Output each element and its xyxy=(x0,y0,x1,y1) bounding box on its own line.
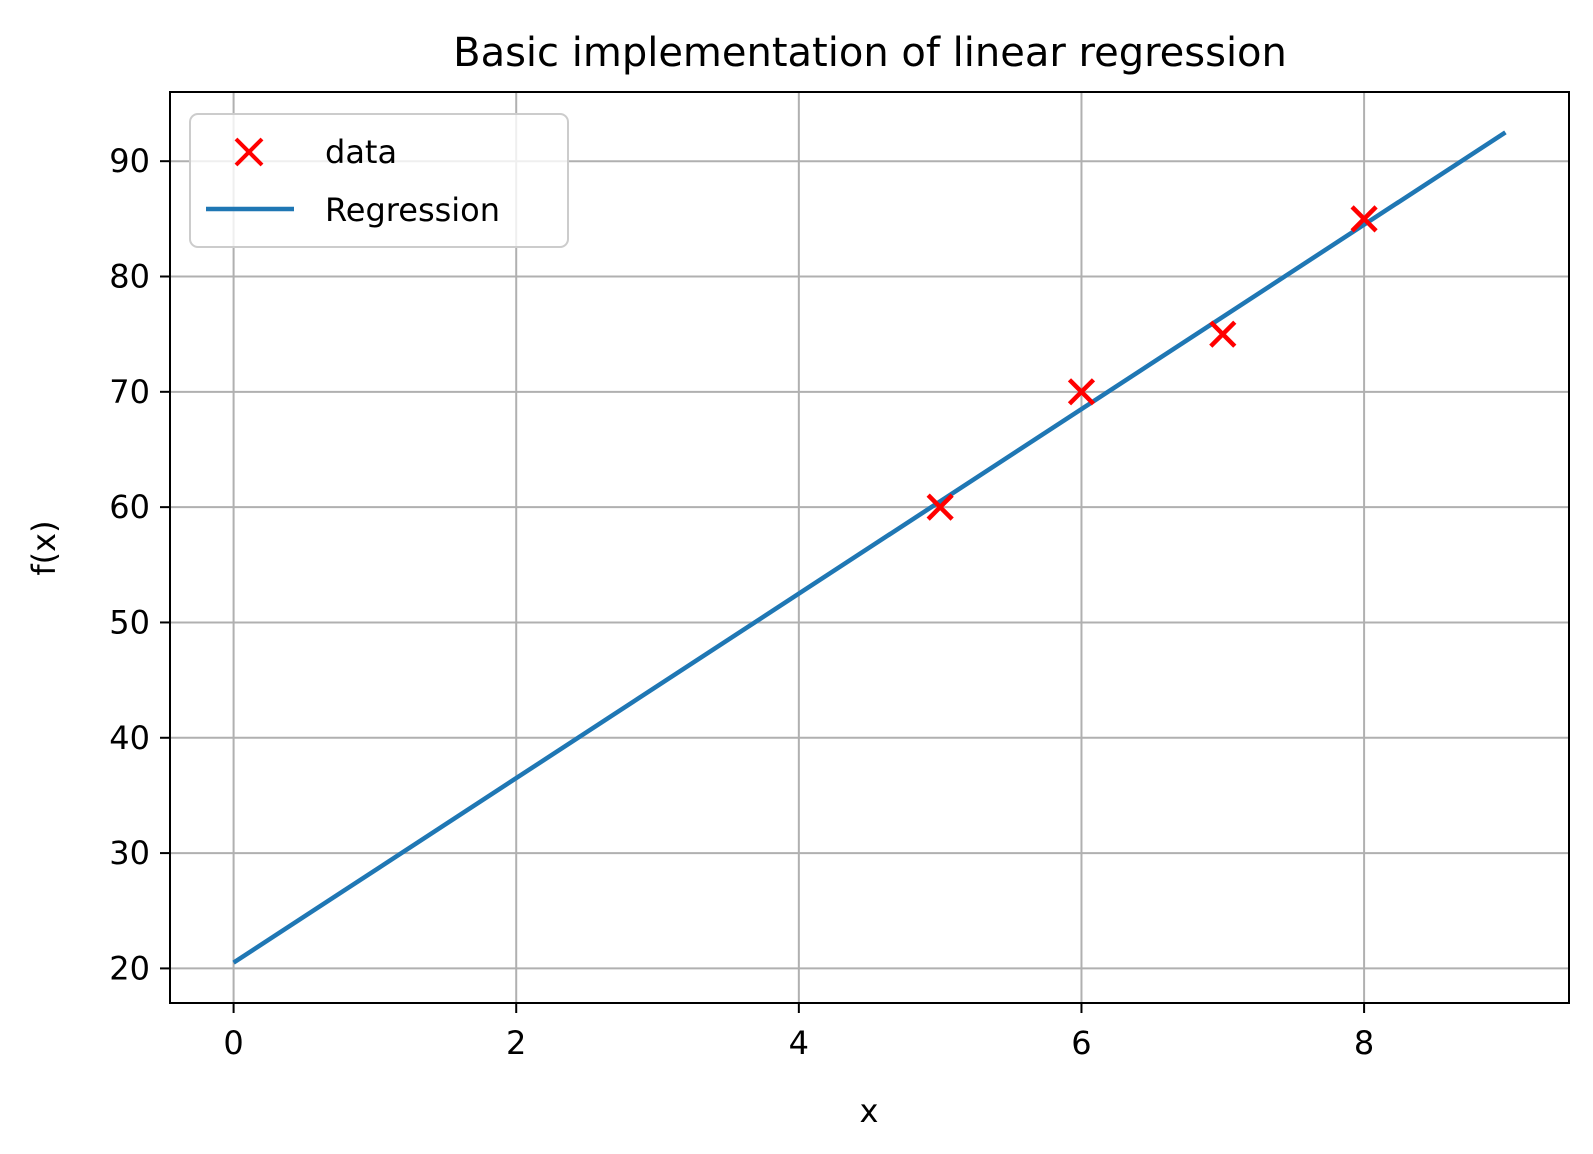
x-axis-ticks: 0 2 4 6 8 xyxy=(223,1003,1374,1062)
y-tick-label: 70 xyxy=(109,373,150,411)
plot-frame xyxy=(169,91,1570,1004)
data-point xyxy=(1350,205,1378,233)
y-axis-ticks: 20 30 40 50 60 70 80 90 xyxy=(109,142,170,987)
x-axis-label: x xyxy=(860,1092,879,1130)
data-point xyxy=(1209,320,1237,348)
y-gridlines xyxy=(170,160,1569,970)
x-tick-label: 4 xyxy=(789,1024,809,1062)
x-tick-label: 2 xyxy=(506,1024,526,1062)
regression-line xyxy=(232,130,1507,965)
x-tick-label: 6 xyxy=(1071,1024,1091,1062)
y-tick-label: 90 xyxy=(109,142,150,180)
y-tick-label: 20 xyxy=(109,949,150,987)
y-tick-label: 60 xyxy=(109,488,150,526)
legend-box xyxy=(189,113,569,248)
legend-marker-data xyxy=(234,137,264,167)
y-tick-label: 50 xyxy=(109,603,150,641)
chart-title: Basic implementation of linear regressio… xyxy=(453,30,1287,76)
y-axis-label: f(x) xyxy=(25,520,63,575)
plot-series xyxy=(232,130,1507,965)
data-point-stroke xyxy=(1209,320,1237,348)
x-tick-label: 8 xyxy=(1354,1024,1374,1062)
x-tick-label: 0 xyxy=(223,1024,243,1062)
data-point-stroke xyxy=(926,493,954,521)
y-tick-label: 80 xyxy=(109,258,150,296)
legend: data Regression xyxy=(189,113,569,248)
data-point xyxy=(926,493,954,521)
y-tick-label: 40 xyxy=(109,719,150,757)
legend-label-regression: Regression xyxy=(325,191,500,229)
data-point-stroke xyxy=(1067,378,1096,406)
data-point xyxy=(1067,378,1096,406)
data-point-stroke xyxy=(1350,205,1378,233)
y-tick-label: 30 xyxy=(109,834,150,872)
legend-label-data: data xyxy=(325,133,397,171)
